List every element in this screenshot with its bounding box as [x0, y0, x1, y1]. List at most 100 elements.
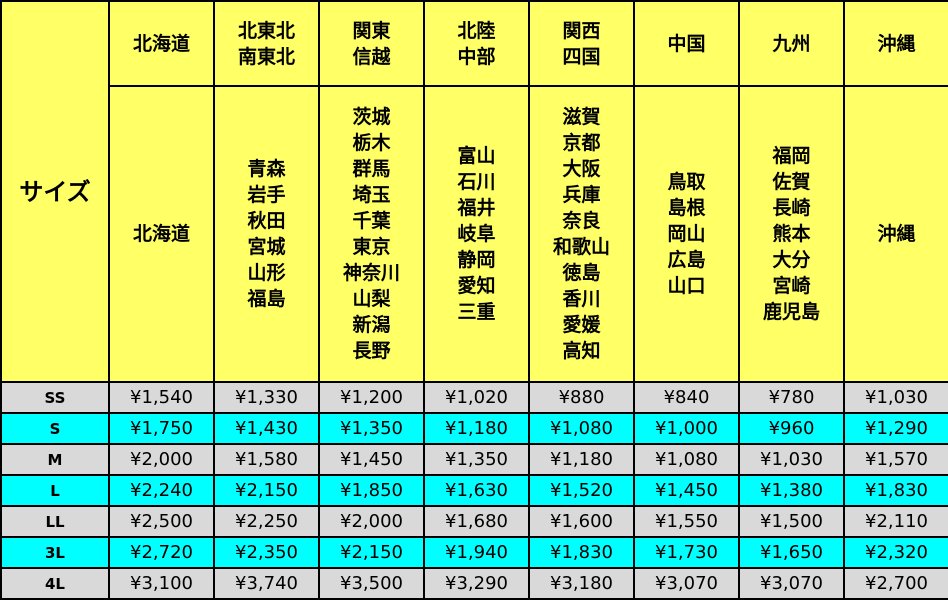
prefecture-cell: 青森 岩手 秋田 宮城 山形 福島	[213, 85, 320, 383]
text-line: 沖縄	[877, 223, 916, 245]
text-line: 中国	[667, 32, 706, 55]
text-line: 石川	[457, 171, 496, 193]
size-cell: S	[0, 412, 110, 445]
price-cell: ¥1,030	[843, 381, 948, 414]
price-cell: ¥2,000	[108, 443, 215, 476]
text-line: 福井	[457, 197, 496, 219]
price-row: 3L ¥2,720 ¥2,350 ¥2,150 ¥1,940 ¥1,830 ¥1,730 ¥1…	[0, 536, 948, 569]
price-row: 4L ¥3,100 ¥3,740 ¥3,500 ¥3,290 ¥3,180 ¥3,070 ¥3…	[0, 567, 948, 600]
prefecture-cell: 北海道	[108, 85, 215, 383]
size-cell: M	[0, 443, 110, 476]
price-cell: ¥1,180	[423, 412, 530, 445]
price-cell: ¥1,750	[108, 412, 215, 445]
text-line: 岐阜	[457, 223, 496, 245]
price-row: L ¥2,240 ¥2,150 ¥1,850 ¥1,630 ¥1,520 ¥1,450 ¥1,…	[0, 474, 948, 507]
price-cell: ¥1,520	[528, 474, 635, 507]
price-cell: ¥2,000	[318, 505, 425, 538]
text-line: 和歌山	[552, 236, 610, 258]
size-cell: 4L	[0, 567, 110, 600]
price-cell: ¥2,150	[318, 536, 425, 569]
price-cell: ¥1,330	[213, 381, 320, 414]
corner-cell: サイズ	[0, 0, 110, 383]
price-cell: ¥2,700	[843, 567, 948, 600]
text-line: 北海道	[132, 223, 190, 245]
price-cell: ¥1,500	[738, 505, 845, 538]
size-cell: LL	[0, 505, 110, 538]
text-line: 高知	[562, 340, 601, 362]
text-line: 山梨	[352, 288, 391, 310]
region-header: 北海道	[108, 0, 215, 87]
price-cell: ¥1,030	[738, 443, 845, 476]
region-header: 沖縄	[843, 0, 948, 87]
size-cell: SS	[0, 381, 110, 414]
text-line: 宮城	[247, 236, 286, 258]
price-cell: ¥1,380	[738, 474, 845, 507]
prefecture-cell: 富山 石川 福井 岐阜 静岡 愛知 三重	[423, 85, 530, 383]
text-line: 広島	[667, 249, 706, 271]
price-cell: ¥1,600	[528, 505, 635, 538]
prefecture-cell: 福岡 佐賀 長崎 熊本 大分 宮崎 鹿児島	[738, 85, 845, 383]
prefecture-cell: 鳥取 島根 岡山 広島 山口	[633, 85, 740, 383]
price-cell: ¥3,740	[213, 567, 320, 600]
region-header: 北陸 中部	[423, 0, 530, 87]
price-cell: ¥1,350	[423, 443, 530, 476]
price-cell: ¥1,080	[528, 412, 635, 445]
text-line: 九州	[772, 32, 811, 55]
text-line: 関東	[352, 19, 391, 42]
price-cell: ¥880	[528, 381, 635, 414]
text-line: 佐賀	[772, 171, 811, 193]
price-cell: ¥780	[738, 381, 845, 414]
text-line: 南東北	[237, 45, 295, 68]
text-line: 長野	[352, 340, 391, 362]
text-line: 愛知	[457, 275, 496, 297]
text-line: 山口	[667, 275, 706, 297]
text-line: 福岡	[772, 145, 811, 167]
text-line: 京都	[562, 132, 601, 154]
prefecture-cell: 滋賀 京都 大阪 兵庫 奈良 和歌山 徳島 香川 愛媛 高知	[528, 85, 635, 383]
price-cell: ¥2,150	[213, 474, 320, 507]
text-line: 岡山	[667, 223, 706, 245]
text-line: 中部	[457, 45, 496, 68]
text-line: 東京	[352, 236, 391, 258]
text-line: 北陸	[457, 19, 496, 42]
text-line: 信越	[352, 45, 391, 68]
price-cell: ¥1,680	[423, 505, 530, 538]
price-cell: ¥1,580	[213, 443, 320, 476]
price-cell: ¥1,450	[633, 474, 740, 507]
text-line: 関西	[562, 19, 601, 42]
price-cell: ¥1,020	[423, 381, 530, 414]
price-cell: ¥1,830	[528, 536, 635, 569]
price-cell: ¥1,940	[423, 536, 530, 569]
text-line: 四国	[562, 45, 601, 68]
price-cell: ¥2,250	[213, 505, 320, 538]
text-line: 鳥取	[667, 171, 706, 193]
price-cell: ¥3,290	[423, 567, 530, 600]
price-cell: ¥960	[738, 412, 845, 445]
text-line: 静岡	[457, 249, 496, 271]
text-line: 富山	[457, 145, 496, 167]
region-header: 中国	[633, 0, 740, 87]
price-cell: ¥1,430	[213, 412, 320, 445]
text-line: 宮崎	[772, 275, 811, 297]
price-cell: ¥2,350	[213, 536, 320, 569]
price-cell: ¥1,540	[108, 381, 215, 414]
text-line: 茨城	[352, 106, 391, 128]
text-line: 群馬	[352, 158, 391, 180]
price-cell: ¥1,570	[843, 443, 948, 476]
price-row: S ¥1,750 ¥1,430 ¥1,350 ¥1,180 ¥1,080 ¥1,000 ¥96…	[0, 412, 948, 445]
region-header: 北東北 南東北	[213, 0, 320, 87]
price-cell: ¥1,650	[738, 536, 845, 569]
text-line: 滋賀	[562, 106, 601, 128]
price-cell: ¥2,720	[108, 536, 215, 569]
price-cell: ¥1,830	[843, 474, 948, 507]
text-line: 奈良	[562, 210, 601, 232]
text-line: 栃木	[352, 132, 391, 154]
text-line: 千葉	[352, 210, 391, 232]
text-line: 兵庫	[562, 184, 601, 206]
size-cell: 3L	[0, 536, 110, 569]
text-line: 鹿児島	[762, 301, 820, 323]
text-line: 山形	[247, 262, 286, 284]
text-line: 神奈川	[342, 262, 400, 284]
prefecture-cell: 沖縄	[843, 85, 948, 383]
